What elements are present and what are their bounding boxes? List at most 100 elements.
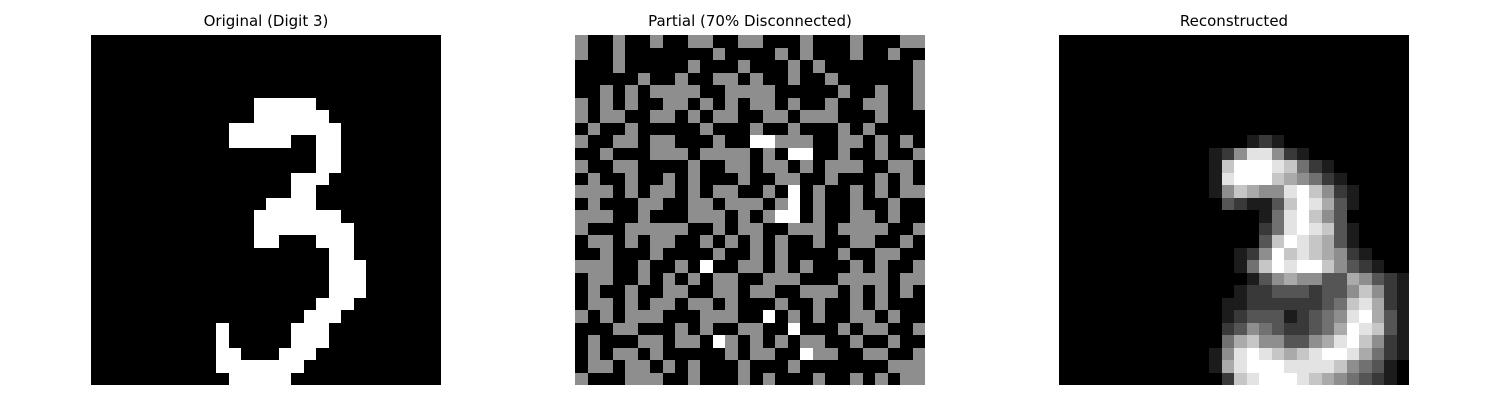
pixel bbox=[650, 185, 663, 198]
pixel bbox=[353, 222, 366, 235]
pixel bbox=[91, 285, 104, 298]
pixel bbox=[353, 335, 366, 348]
pixel bbox=[900, 322, 913, 335]
pixel bbox=[637, 247, 650, 260]
pixel bbox=[662, 285, 675, 298]
pixel bbox=[775, 135, 788, 148]
pixel bbox=[241, 272, 254, 285]
pixel bbox=[837, 85, 850, 98]
pixel bbox=[278, 297, 291, 310]
pixel bbox=[887, 72, 900, 85]
pixel bbox=[1159, 135, 1172, 148]
pixel bbox=[1246, 210, 1259, 223]
pixel bbox=[416, 35, 429, 48]
pixel bbox=[91, 335, 104, 348]
pixel bbox=[1096, 285, 1109, 298]
pixel bbox=[391, 297, 404, 310]
pixel bbox=[316, 360, 329, 373]
pixel bbox=[675, 210, 688, 223]
pixel bbox=[1134, 335, 1147, 348]
pixel bbox=[403, 322, 416, 335]
pixel bbox=[128, 247, 141, 260]
pixel bbox=[737, 35, 750, 48]
pixel bbox=[116, 197, 129, 210]
pixel bbox=[775, 310, 788, 323]
pixel bbox=[662, 35, 675, 48]
pixel bbox=[1071, 110, 1084, 123]
pixel bbox=[366, 135, 379, 148]
pixel bbox=[153, 272, 166, 285]
pixel bbox=[1171, 122, 1184, 135]
pixel bbox=[1296, 222, 1309, 235]
pixel bbox=[812, 260, 825, 273]
pixel bbox=[1359, 135, 1372, 148]
pixel bbox=[825, 247, 838, 260]
pixel bbox=[353, 297, 366, 310]
pixel bbox=[1384, 360, 1397, 373]
pixel bbox=[725, 310, 738, 323]
pixel bbox=[353, 247, 366, 260]
pixel bbox=[403, 197, 416, 210]
pixel bbox=[775, 285, 788, 298]
pixel bbox=[800, 210, 813, 223]
pixel bbox=[291, 297, 304, 310]
pixel bbox=[850, 260, 863, 273]
pixel bbox=[1146, 285, 1159, 298]
pixel bbox=[900, 85, 913, 98]
pixel bbox=[637, 235, 650, 248]
pixel bbox=[178, 297, 191, 310]
pixel bbox=[725, 110, 738, 123]
pixel bbox=[662, 372, 675, 385]
pixel bbox=[775, 147, 788, 160]
pixel bbox=[1096, 235, 1109, 248]
pixel bbox=[662, 47, 675, 60]
pixel bbox=[700, 47, 713, 60]
pixel bbox=[391, 110, 404, 123]
pixel bbox=[712, 110, 725, 123]
pixel bbox=[1234, 197, 1247, 210]
pixel bbox=[650, 335, 663, 348]
pixel bbox=[278, 135, 291, 148]
pixel bbox=[391, 372, 404, 385]
pixel bbox=[328, 147, 341, 160]
pixel bbox=[800, 235, 813, 248]
pixel bbox=[750, 172, 763, 185]
pixel bbox=[1234, 147, 1247, 160]
pixel bbox=[1284, 185, 1297, 198]
pixel bbox=[587, 197, 600, 210]
pixel bbox=[1146, 360, 1159, 373]
pixel bbox=[391, 197, 404, 210]
pixel bbox=[1234, 285, 1247, 298]
pixel bbox=[166, 247, 179, 260]
pixel bbox=[316, 247, 329, 260]
pixel bbox=[1259, 135, 1272, 148]
pixel bbox=[912, 347, 925, 360]
pixel bbox=[1321, 297, 1334, 310]
pixel bbox=[675, 72, 688, 85]
pixel bbox=[850, 347, 863, 360]
pixel bbox=[912, 197, 925, 210]
pixel bbox=[812, 135, 825, 148]
pixel bbox=[91, 260, 104, 273]
pixel bbox=[800, 160, 813, 173]
pixel bbox=[166, 272, 179, 285]
pixel bbox=[1271, 322, 1284, 335]
pixel bbox=[675, 35, 688, 48]
pixel bbox=[91, 310, 104, 323]
pixel bbox=[1309, 335, 1322, 348]
pixel bbox=[1359, 160, 1372, 173]
pixel bbox=[825, 285, 838, 298]
pixel bbox=[1121, 172, 1134, 185]
pixel bbox=[675, 60, 688, 73]
pixel bbox=[1246, 35, 1259, 48]
pixel bbox=[1146, 135, 1159, 148]
pixel bbox=[575, 247, 588, 260]
pixel bbox=[675, 247, 688, 260]
pixel bbox=[912, 122, 925, 135]
pixel bbox=[875, 310, 888, 323]
pixel bbox=[900, 222, 913, 235]
pixel bbox=[912, 247, 925, 260]
pixel bbox=[712, 197, 725, 210]
pixel bbox=[303, 322, 316, 335]
pixel bbox=[650, 160, 663, 173]
